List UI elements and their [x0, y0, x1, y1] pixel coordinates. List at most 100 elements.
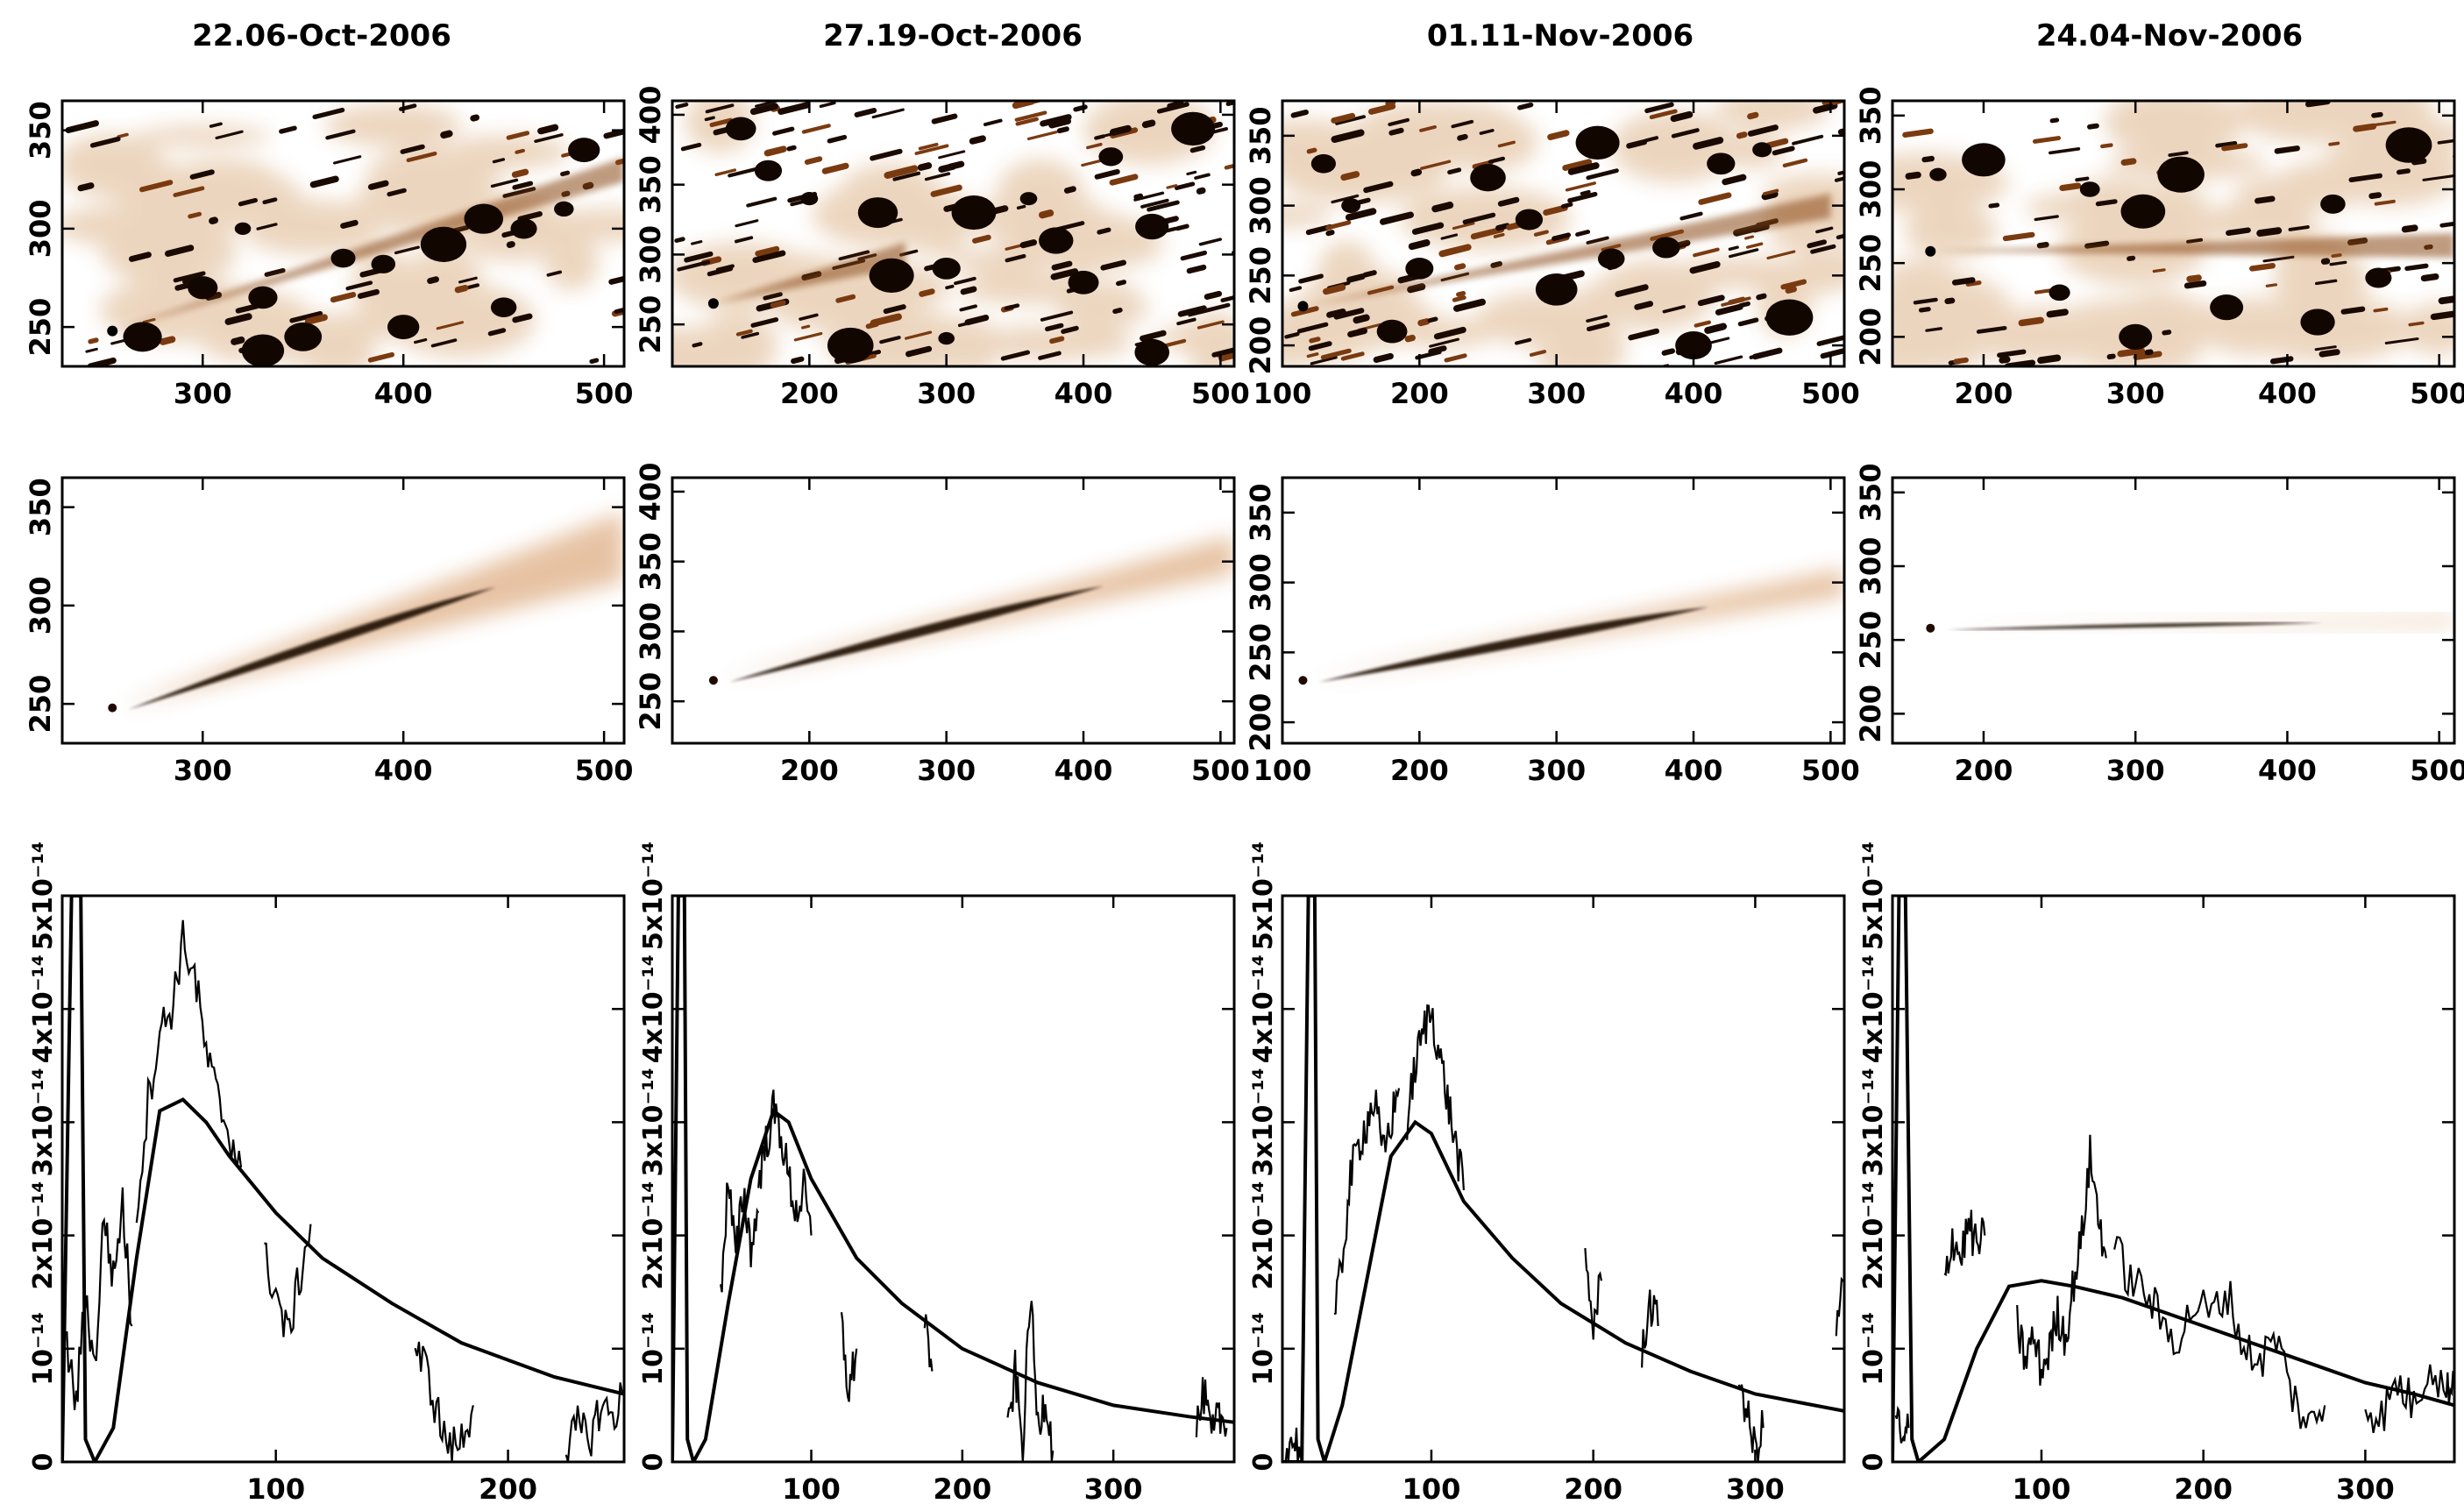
star-trail	[2215, 141, 2238, 148]
star-trail	[905, 345, 933, 358]
star-trail	[1346, 273, 1366, 283]
observed-profile	[2113, 1236, 2326, 1429]
x-tick-label: 200	[1390, 377, 1449, 410]
plot-background	[62, 896, 624, 1462]
star-trail	[367, 180, 389, 190]
panel-title-1: 22.06-Oct-2006	[192, 18, 451, 53]
bright-star	[1675, 331, 1712, 360]
axes-frame	[1281, 476, 1846, 745]
star-trail	[1141, 119, 1156, 129]
observed-profile	[1406, 1004, 1465, 1190]
y-tick-label: 250	[1854, 611, 1887, 670]
star-trail	[1562, 159, 1593, 171]
star-trail	[1012, 101, 1035, 110]
x-tick-label: 400	[1054, 377, 1113, 410]
star-trail	[414, 337, 428, 344]
star-trail	[2384, 337, 2419, 345]
panel-title-2: 27.19-Oct-2006	[823, 18, 1083, 53]
sky-patch	[2168, 101, 2237, 149]
star-trail	[537, 124, 559, 135]
star-trail	[2404, 263, 2429, 272]
star-trail	[1218, 350, 1234, 362]
sky-patch	[1437, 111, 1538, 172]
sky-patch	[958, 273, 1100, 305]
star-trail	[608, 275, 624, 285]
bright-star	[1310, 153, 1337, 174]
star-trail	[262, 197, 278, 205]
axes-frame	[1281, 99, 1846, 368]
star-trail	[1289, 286, 1303, 293]
star-trail	[2340, 306, 2366, 315]
star-trail	[1782, 158, 1808, 168]
star-trail	[1697, 294, 1725, 307]
bright-star	[1470, 164, 1506, 192]
axes-frame	[60, 894, 626, 1464]
observed-profile	[757, 1089, 813, 1236]
star-trail	[1714, 355, 1743, 365]
bright-star	[938, 331, 955, 345]
y-tick-label: 0	[28, 1453, 59, 1472]
star-trail	[2408, 321, 2425, 327]
star-trail	[749, 103, 779, 116]
plot-background	[1282, 478, 1844, 743]
y-tick-label: 400	[634, 463, 667, 521]
star-trail	[77, 182, 95, 192]
star-trail	[231, 336, 245, 345]
star-trail	[2274, 145, 2300, 154]
star-trail	[1211, 346, 1234, 358]
star-trail	[1689, 260, 1721, 274]
x-tick-label: 500	[1191, 754, 1250, 787]
star-trail	[1816, 334, 1844, 346]
star-trail	[1431, 202, 1454, 213]
observed-profile	[1737, 1384, 1765, 1462]
star-trail	[919, 288, 935, 297]
star-trail	[1016, 204, 1026, 210]
star-trail	[515, 148, 525, 154]
star-trail	[534, 133, 564, 144]
bright-star	[2079, 181, 2100, 197]
axes-frame	[60, 99, 626, 368]
star-trail	[1180, 250, 1208, 261]
star-trail	[770, 300, 786, 309]
bright-star	[1134, 338, 1170, 366]
y-tick-label: 350	[634, 155, 667, 214]
star-trail	[1140, 330, 1167, 342]
star-trail	[1335, 115, 1366, 125]
star-trail	[838, 250, 870, 261]
star-trail	[2018, 316, 2044, 327]
x-tick-label: 400	[1665, 377, 1723, 410]
observed-profile	[1943, 1210, 1986, 1277]
star-trail	[589, 358, 600, 365]
star-trail	[1737, 317, 1759, 327]
star-trail	[1345, 208, 1377, 221]
plot-area	[1282, 101, 1844, 366]
star-trail	[2439, 219, 2454, 228]
star-trail	[506, 131, 530, 140]
star-trail	[1913, 297, 1938, 305]
model-curve	[62, 896, 624, 1462]
star-trail	[1533, 230, 1549, 237]
y-tick-label: 200	[1854, 685, 1887, 743]
sky-patch	[265, 195, 319, 235]
star-trail	[2362, 120, 2397, 128]
comet-nucleus	[1925, 245, 1936, 257]
y-tick-label: 5x10⁻¹⁴	[1858, 841, 1889, 950]
star-trail	[2152, 268, 2166, 273]
y-tick-label: 250	[1854, 234, 1887, 293]
bright-star	[2049, 284, 2070, 301]
axes-frame	[1891, 894, 2456, 1464]
panel-title-4: 24.04-Nov-2006	[2036, 18, 2303, 53]
star-trail	[735, 219, 759, 228]
sky-patch	[1166, 318, 1234, 353]
observed-profile	[414, 1341, 474, 1462]
sky-patch	[1073, 327, 1127, 349]
star-trail	[1353, 314, 1370, 324]
star-trail	[1451, 119, 1474, 129]
x-tick-label: 200	[479, 1472, 537, 1506]
star-trail	[1815, 226, 1834, 234]
star-trail	[1373, 352, 1394, 364]
star-trail	[1736, 131, 1748, 139]
star-trail	[2034, 215, 2059, 222]
star-trail	[1634, 301, 1654, 310]
